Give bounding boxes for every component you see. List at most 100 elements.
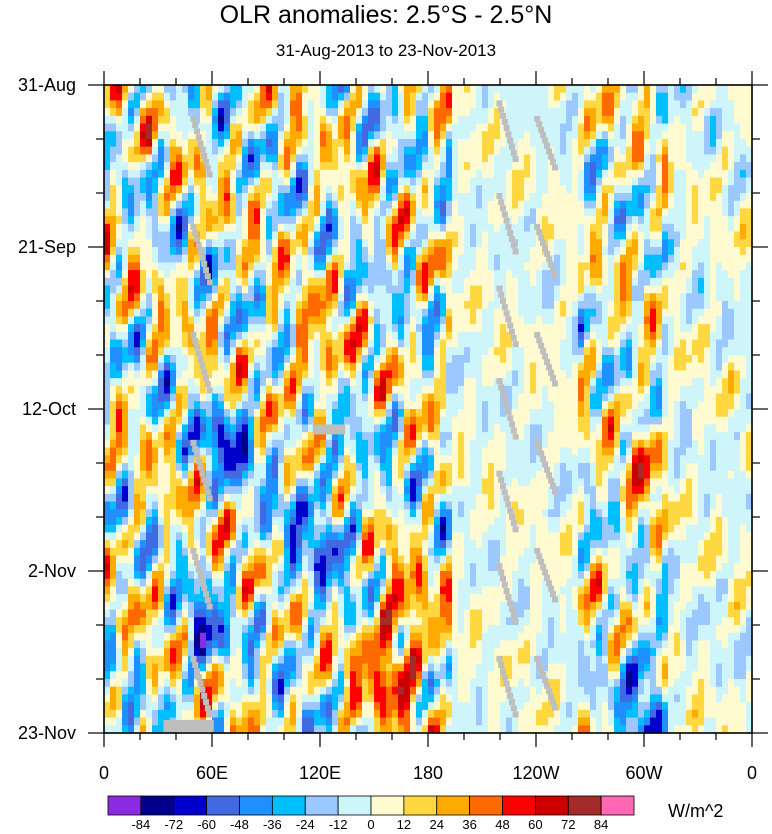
field-cell: [620, 385, 627, 395]
field-cell: [386, 254, 393, 264]
field-cell: [740, 285, 747, 294]
field-cell: [506, 385, 513, 395]
field-cell: [356, 85, 363, 94]
field-cell: [608, 301, 615, 310]
field-cell: [488, 316, 495, 325]
field-cell: [410, 200, 417, 210]
field-cell: [146, 92, 153, 102]
field-cell: [290, 247, 297, 256]
field-cell: [470, 293, 477, 302]
field-cell: [392, 262, 399, 271]
field-cell: [302, 347, 309, 356]
field-cell: [122, 231, 129, 240]
field-cell: [116, 416, 123, 426]
field-cell: [638, 339, 645, 348]
field-cell: [740, 247, 747, 256]
field-cell: [692, 370, 699, 379]
field-cell: [734, 92, 741, 102]
field-cell: [470, 247, 477, 256]
field-cell: [716, 200, 723, 210]
field-cell: [632, 154, 639, 163]
field-cell: [170, 401, 177, 410]
field-cell: [410, 401, 417, 410]
field-cell: [254, 208, 261, 217]
field-cell: [152, 293, 159, 302]
field-cell: [722, 162, 729, 171]
field-cell: [728, 339, 735, 348]
field-cell: [176, 100, 183, 109]
field-cell: [116, 92, 123, 102]
field-cell: [362, 270, 369, 279]
field-cell: [422, 154, 429, 163]
field-cell: [542, 277, 549, 287]
field-cell: [416, 285, 423, 294]
field-cell: [374, 239, 381, 248]
field-cell: [602, 169, 609, 179]
field-cell: [260, 223, 267, 233]
field-cell: [614, 193, 621, 202]
field-cell: [158, 208, 165, 217]
field-cell: [146, 216, 153, 225]
field-cell: [470, 239, 477, 248]
field-cell: [656, 185, 663, 194]
field-cell: [632, 270, 639, 279]
field-cell: [266, 339, 273, 348]
field-cell: [296, 293, 303, 302]
field-cell: [278, 339, 285, 348]
field-cell: [584, 393, 591, 402]
field-cell: [440, 285, 447, 294]
field-cell: [680, 115, 687, 125]
field-cell: [380, 92, 387, 102]
field-cell: [266, 416, 273, 426]
field-cell: [134, 177, 141, 186]
field-cell: [686, 254, 693, 264]
field-cell: [422, 347, 429, 356]
field-cell: [680, 254, 687, 264]
field-cell: [422, 239, 429, 248]
field-cell: [374, 355, 381, 364]
field-cell: [602, 401, 609, 410]
field-cell: [746, 270, 753, 279]
field-cell: [164, 85, 171, 94]
field-cell: [158, 115, 165, 125]
field-cell: [602, 216, 609, 225]
field-cell: [614, 409, 621, 418]
field-cell: [722, 324, 729, 333]
field-cell: [440, 92, 447, 102]
field-cell: [416, 85, 423, 94]
field-cell: [236, 270, 243, 279]
field-cell: [632, 424, 639, 433]
field-cell: [338, 270, 345, 279]
field-cell: [416, 293, 423, 302]
field-cell: [596, 262, 603, 271]
field-cell: [380, 193, 387, 202]
field-cell: [362, 247, 369, 256]
field-cell: [590, 146, 597, 156]
field-cell: [506, 162, 513, 171]
field-cell: [422, 100, 429, 109]
field-cell: [290, 92, 297, 102]
field-cell: [194, 308, 201, 318]
field-cell: [338, 223, 345, 233]
field-cell: [164, 162, 171, 171]
field-cell: [104, 285, 111, 294]
field-cell: [278, 223, 285, 233]
field-cell: [416, 324, 423, 333]
field-cell: [704, 108, 711, 117]
field-cell: [158, 316, 165, 325]
field-cell: [392, 339, 399, 348]
field-cell: [746, 355, 753, 364]
field-cell: [122, 308, 129, 318]
field-cell: [638, 362, 645, 372]
field-cell: [344, 169, 351, 179]
field-cell: [560, 239, 567, 248]
field-cell: [422, 416, 429, 426]
field-cell: [230, 339, 237, 348]
field-cell: [284, 331, 291, 341]
field-cell: [230, 239, 237, 248]
field-cell: [524, 200, 531, 210]
field-cell: [278, 262, 285, 271]
field-cell: [620, 185, 627, 194]
field-cell: [746, 331, 753, 341]
field-cell: [650, 169, 657, 179]
